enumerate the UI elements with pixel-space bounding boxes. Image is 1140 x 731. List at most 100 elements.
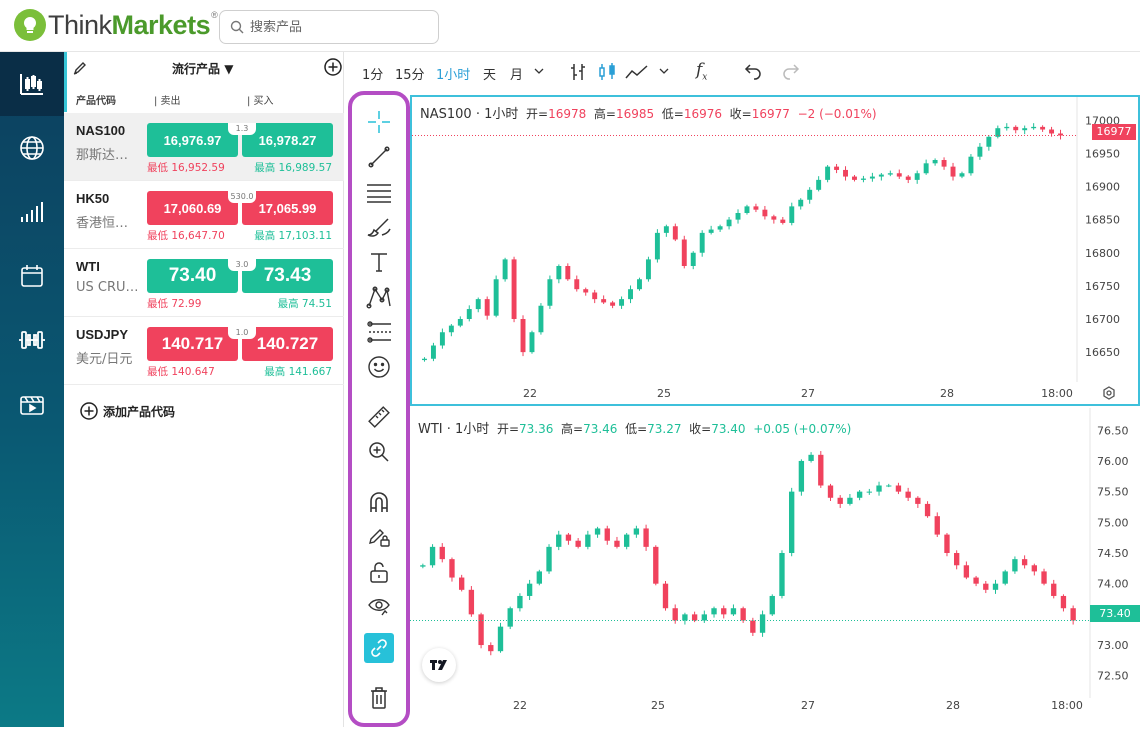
chart-settings-icon[interactable] (1102, 386, 1116, 400)
timeframe-day[interactable]: 天 (483, 68, 497, 83)
watch-row-usdjpy[interactable]: USDJPY 美元/日元 140.717 140.727 1.0 最低 140.… (64, 317, 344, 385)
lock-drawing-tool[interactable] (364, 522, 394, 552)
watchlist-panel: 流行产品 ▼ 产品代码 | 卖出 | 买入 NAS100 那斯达… 16,976… (64, 52, 344, 727)
timeframe-1h[interactable]: 1小时 (436, 68, 471, 83)
watch-row-wti[interactable]: WTI US CRU… 73.40 73.43 3.0 最低 72.99 最高 … (64, 249, 344, 317)
candle-body (1012, 559, 1018, 572)
nav-training[interactable] (0, 308, 64, 372)
pencil-edit-icon[interactable] (72, 60, 88, 76)
remove-drawings-tool[interactable] (364, 683, 394, 713)
add-symbol-button[interactable]: 添加产品代码 (80, 402, 175, 420)
buy-price-button[interactable]: 140.727 (242, 327, 333, 361)
spread-badge: 3.0 (228, 259, 256, 271)
candle-body (977, 146, 983, 157)
candle-body (708, 229, 714, 233)
chevron-down-icon[interactable] (534, 67, 544, 75)
crosshair-tool[interactable] (364, 107, 394, 137)
emoji-tool[interactable] (364, 352, 394, 382)
left-nav (0, 52, 64, 727)
hide-drawings-tool[interactable] (364, 592, 394, 622)
candle-body (672, 608, 678, 621)
candle-body (750, 620, 756, 633)
nav-calendar[interactable] (0, 244, 64, 308)
timeframe-month[interactable]: 月 (510, 68, 524, 83)
chevron-down-icon[interactable] (659, 67, 669, 75)
measure-tool[interactable] (364, 402, 394, 432)
y-tick-label: 16750 (1085, 280, 1120, 293)
fib-tool[interactable] (364, 317, 394, 347)
chart-legend: WTI · 1小时 开=73.36 高=73.46 低=73.27 收=73.4… (418, 422, 852, 437)
nav-videos[interactable] (0, 372, 64, 436)
col-buy[interactable]: | 买入 (247, 96, 274, 107)
candles-style-icon[interactable] (597, 62, 617, 82)
day-high: 最高 141.667 (264, 366, 332, 378)
sell-price-button[interactable]: 140.717 (147, 327, 238, 361)
candle-body (905, 176, 911, 180)
sell-price-button[interactable]: 17,060.69 (147, 191, 238, 225)
candle-body (583, 289, 589, 293)
chart-nas100[interactable]: 17000 16950 16900 16850 16800 16750 16700 16650… (410, 95, 1140, 406)
row-symbol: USDJPY (76, 327, 129, 342)
horizontal-lines-tool[interactable] (364, 177, 394, 207)
bar-style-icon[interactable] (568, 62, 588, 82)
redo-icon[interactable] (782, 62, 800, 80)
search-input[interactable] (250, 19, 420, 35)
candle-body (585, 534, 591, 547)
candle-body (798, 199, 804, 207)
watch-row-hk50[interactable]: HK50 香港恒… 17,060.69 17,065.99 530.0 最低 1… (64, 181, 344, 249)
buy-price-button[interactable]: 73.43 (242, 259, 333, 293)
dumbbell-icon (19, 331, 45, 349)
trend-line-tool[interactable] (364, 142, 394, 172)
candle-body (601, 299, 607, 303)
brush-tool[interactable] (364, 212, 394, 242)
candle-body (923, 163, 929, 174)
sell-price-button[interactable]: 16,976.97 (147, 123, 238, 157)
last-price-label: 73.40 (1090, 605, 1140, 622)
nav-charts[interactable] (0, 52, 64, 116)
undo-icon[interactable] (744, 62, 762, 80)
col-symbol[interactable]: 产品代码 (76, 96, 116, 107)
day-high: 最高 16,989.57 (254, 162, 332, 174)
candle-body (645, 259, 651, 280)
buy-price-button[interactable]: 17,065.99 (242, 191, 333, 225)
brand-logo[interactable]: ThinkMarkets® (14, 9, 218, 41)
wti-candlestick-plot[interactable]: 76.5076.0075.5075.0074.5074.0073.5073.00… (410, 408, 1140, 727)
nas100-candlestick-plot[interactable]: 1700016950169001685016800167501670016650… (412, 97, 1138, 404)
drawing-toolbar (348, 91, 410, 727)
text-tool[interactable] (364, 247, 394, 277)
indicators-button[interactable]: fx (696, 60, 708, 83)
caret-down-icon: ▼ (224, 62, 234, 76)
watch-row-nas100[interactable]: NAS100 那斯达… 16,976.97 16,978.27 1.3 最低 1… (64, 113, 344, 181)
globe-icon (20, 136, 44, 160)
trash-icon (371, 687, 387, 709)
sync-drawings-tool[interactable] (364, 633, 394, 663)
candle-body (691, 614, 698, 621)
zoom-tool[interactable] (364, 437, 394, 467)
candle-body (449, 559, 455, 578)
nav-signals[interactable] (0, 180, 64, 244)
timeframe-15m[interactable]: 15分 (395, 68, 425, 83)
candle-body (896, 173, 902, 177)
lock-all-tool[interactable] (364, 557, 394, 587)
search-box[interactable] (219, 10, 439, 44)
sell-price-button[interactable]: 73.40 (147, 259, 238, 293)
y-tick-label: 16800 (1085, 247, 1120, 260)
candle-body (1060, 595, 1067, 609)
nav-markets[interactable] (0, 116, 64, 180)
tradingview-logo[interactable] (422, 648, 456, 682)
candle-body (565, 534, 572, 541)
col-sell[interactable]: | 卖出 (154, 96, 181, 107)
add-circle-icon[interactable] (324, 58, 342, 76)
line-chart-icon[interactable] (625, 62, 649, 82)
y-tick-label: 75.50 (1097, 486, 1129, 499)
candle-body (439, 332, 445, 346)
pattern-tool[interactable] (364, 282, 394, 312)
timeframe-1m[interactable]: 1分 (362, 68, 384, 83)
candle-body (1004, 126, 1010, 129)
day-high: 最高 74.51 (277, 298, 332, 310)
chart-wti[interactable]: 76.5076.0075.5075.0074.5074.0073.5073.00… (410, 408, 1140, 727)
watchlist-title[interactable]: 流行产品 ▼ (172, 62, 234, 76)
magnet-tool[interactable] (364, 487, 394, 517)
buy-price-button[interactable]: 16,978.27 (242, 123, 333, 157)
candle-body (762, 209, 768, 217)
